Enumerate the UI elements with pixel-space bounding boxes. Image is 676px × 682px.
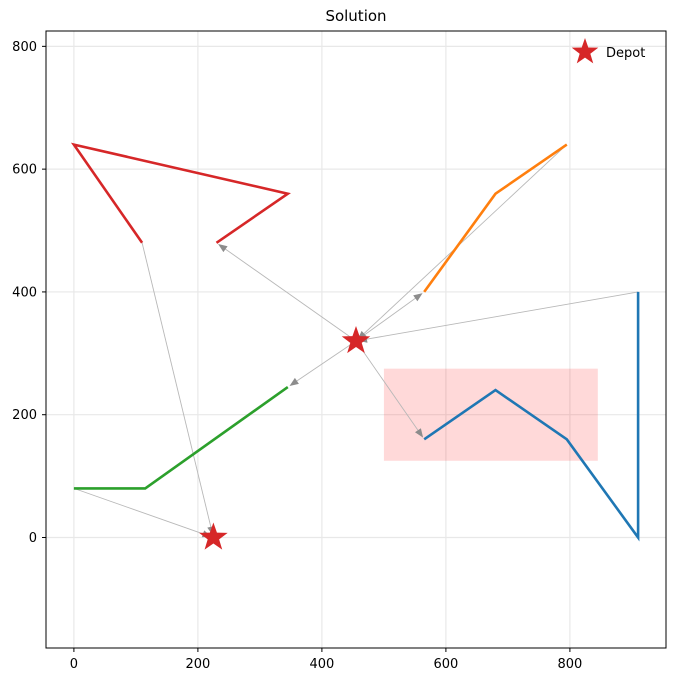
chart-title: Solution: [325, 7, 386, 25]
x-tick-label: 200: [185, 657, 210, 672]
connector-line: [355, 340, 421, 434]
depot-layer: [199, 326, 371, 550]
grid-layer: [46, 31, 666, 648]
x-tick-label: 400: [309, 657, 334, 672]
route-blue-path: [423, 291, 640, 542]
depot-star-icon: [341, 326, 371, 354]
connector-line: [355, 295, 419, 342]
y-tick-label: 0: [29, 531, 37, 546]
connector-line: [141, 242, 213, 531]
connector-arrowhead-icon: [218, 244, 228, 253]
connector-arrowhead-icon: [415, 428, 424, 438]
connector-arrowhead-icon: [289, 377, 299, 386]
route-layer: [70, 142, 640, 542]
axes-layer: 0 200 400 600 800 0 200 400 600 800: [12, 30, 667, 672]
legend: Depot: [571, 38, 645, 64]
y-tick-label: 600: [12, 163, 37, 178]
legend-depot-marker: [571, 38, 599, 64]
connector-line: [360, 144, 568, 337]
depot-star-icon: [199, 522, 228, 550]
route-green-path: [73, 386, 289, 490]
route-red-path: [70, 142, 291, 244]
legend-depot-label: Depot: [606, 46, 645, 61]
region-layer: [383, 368, 598, 461]
x-tick-label: 800: [557, 657, 582, 672]
y-tick-label: 800: [12, 40, 37, 55]
connector-arrowhead-icon: [413, 293, 423, 302]
connector-line: [221, 246, 357, 342]
y-tick-label: 400: [12, 285, 37, 300]
route-orange-path: [423, 143, 568, 293]
connector-line: [362, 291, 639, 341]
connector-line: [293, 340, 357, 384]
connector-line: [73, 487, 207, 536]
x-tick-label: 0: [70, 657, 78, 672]
restricted-region: [383, 368, 598, 461]
y-tick-label: 200: [12, 408, 37, 423]
x-tick-label: 600: [433, 657, 458, 672]
axes-frame: [45, 30, 667, 649]
